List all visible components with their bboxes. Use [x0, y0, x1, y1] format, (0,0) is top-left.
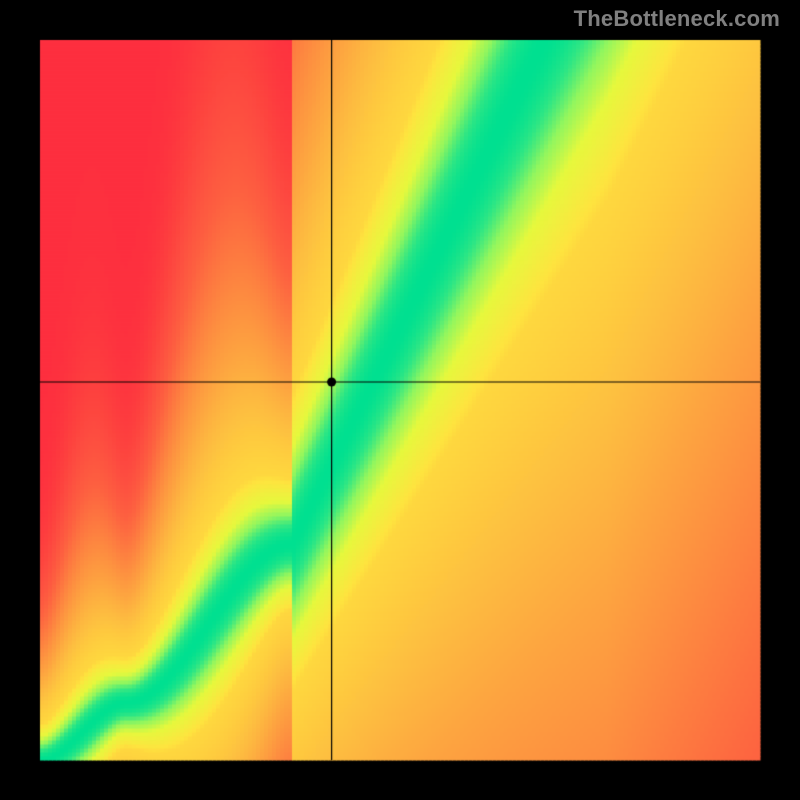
watermark-text: TheBottleneck.com	[574, 6, 780, 32]
bottleneck-heatmap	[0, 0, 800, 800]
